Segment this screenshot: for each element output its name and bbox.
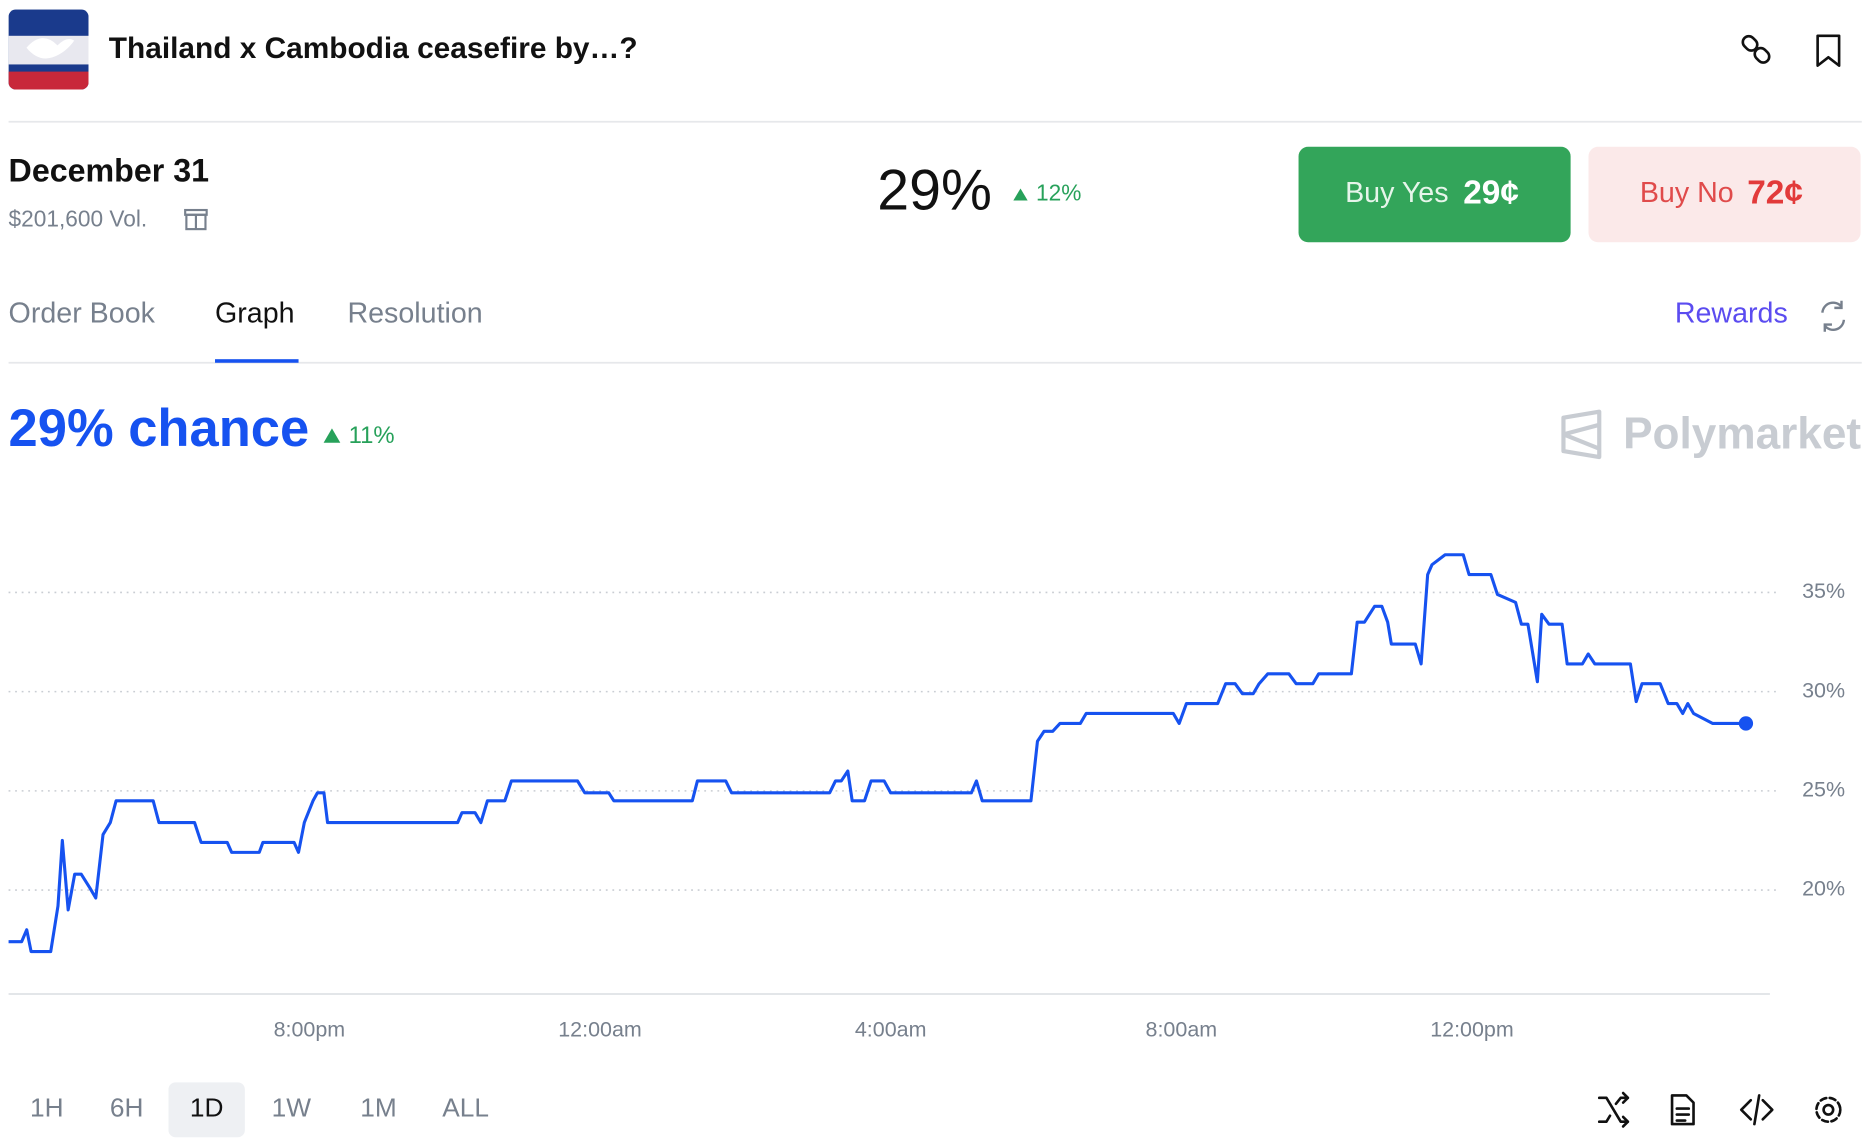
x-tick-label: 4:00am [855,1018,927,1042]
y-tick-label: 30% [1802,678,1845,702]
bookmark-button[interactable] [1816,34,1841,67]
market-date: December 31 [9,153,210,189]
chance-headline: 29% chance [9,399,310,458]
yes-price: 29¢ [1463,174,1519,211]
range-button[interactable]: 1H [30,1093,64,1123]
market-title: Thailand x Cambodia ceasefire by…? [109,32,638,65]
x-tick-label: 8:00pm [274,1018,346,1042]
range-button[interactable]: 1D [190,1093,224,1123]
y-tick-label: 25% [1802,778,1845,802]
rewards-link[interactable]: Rewards [1675,298,1788,330]
current-point [1738,716,1754,731]
buy-yes-button[interactable] [1298,146,1571,243]
buy-no-button[interactable] [1588,146,1861,243]
embed-button[interactable] [1739,1094,1774,1126]
range-button[interactable]: 1W [272,1093,312,1123]
refresh-button[interactable] [1821,300,1846,332]
range-button[interactable]: ALL [442,1093,489,1123]
volume: $201,600 Vol. [9,206,148,232]
x-tick-label: 8:00am [1146,1018,1218,1042]
brand-logo [1561,409,1602,460]
change-arrow [1013,188,1028,201]
range-selected-bg [168,1082,245,1138]
y-tick-label: 20% [1802,877,1845,901]
price: 29% [877,159,992,223]
gift-icon [184,208,208,231]
settings-button[interactable] [1815,1096,1842,1124]
range-button[interactable]: 1M [360,1093,396,1123]
tab-active[interactable]: Graph [215,298,295,330]
x-tick-label: 12:00am [558,1018,642,1042]
y-tick-label: 35% [1802,579,1845,603]
notes-button[interactable] [1670,1094,1695,1126]
buy-no-label: Buy No [1640,177,1734,209]
plot: 20% 25% 30% 35% 8:00pm 12:00am 4:00am 8:00am 12:… [8,553,1845,1042]
price-line [8,553,1746,954]
x-tick-label: 12:00pm [1430,1018,1514,1042]
tab-underline [215,359,299,363]
shuffle-button[interactable] [1597,1091,1630,1128]
market-icon [8,9,89,90]
change-arrow [323,428,341,443]
brand: Polymarket [1623,409,1861,458]
price-change: 12% [1036,179,1081,205]
no-price: 72¢ [1747,174,1803,211]
buy-yes-label: Buy Yes [1345,177,1448,209]
chance-change: 11% [349,422,395,449]
link-button[interactable] [1740,34,1771,65]
range-button[interactable]: 6H [110,1093,144,1123]
range-selector: 1H 6H 1D 1W 1M ALL [30,1093,489,1123]
tab[interactable]: Order Book [9,298,156,330]
tab[interactable]: Resolution [347,298,482,330]
